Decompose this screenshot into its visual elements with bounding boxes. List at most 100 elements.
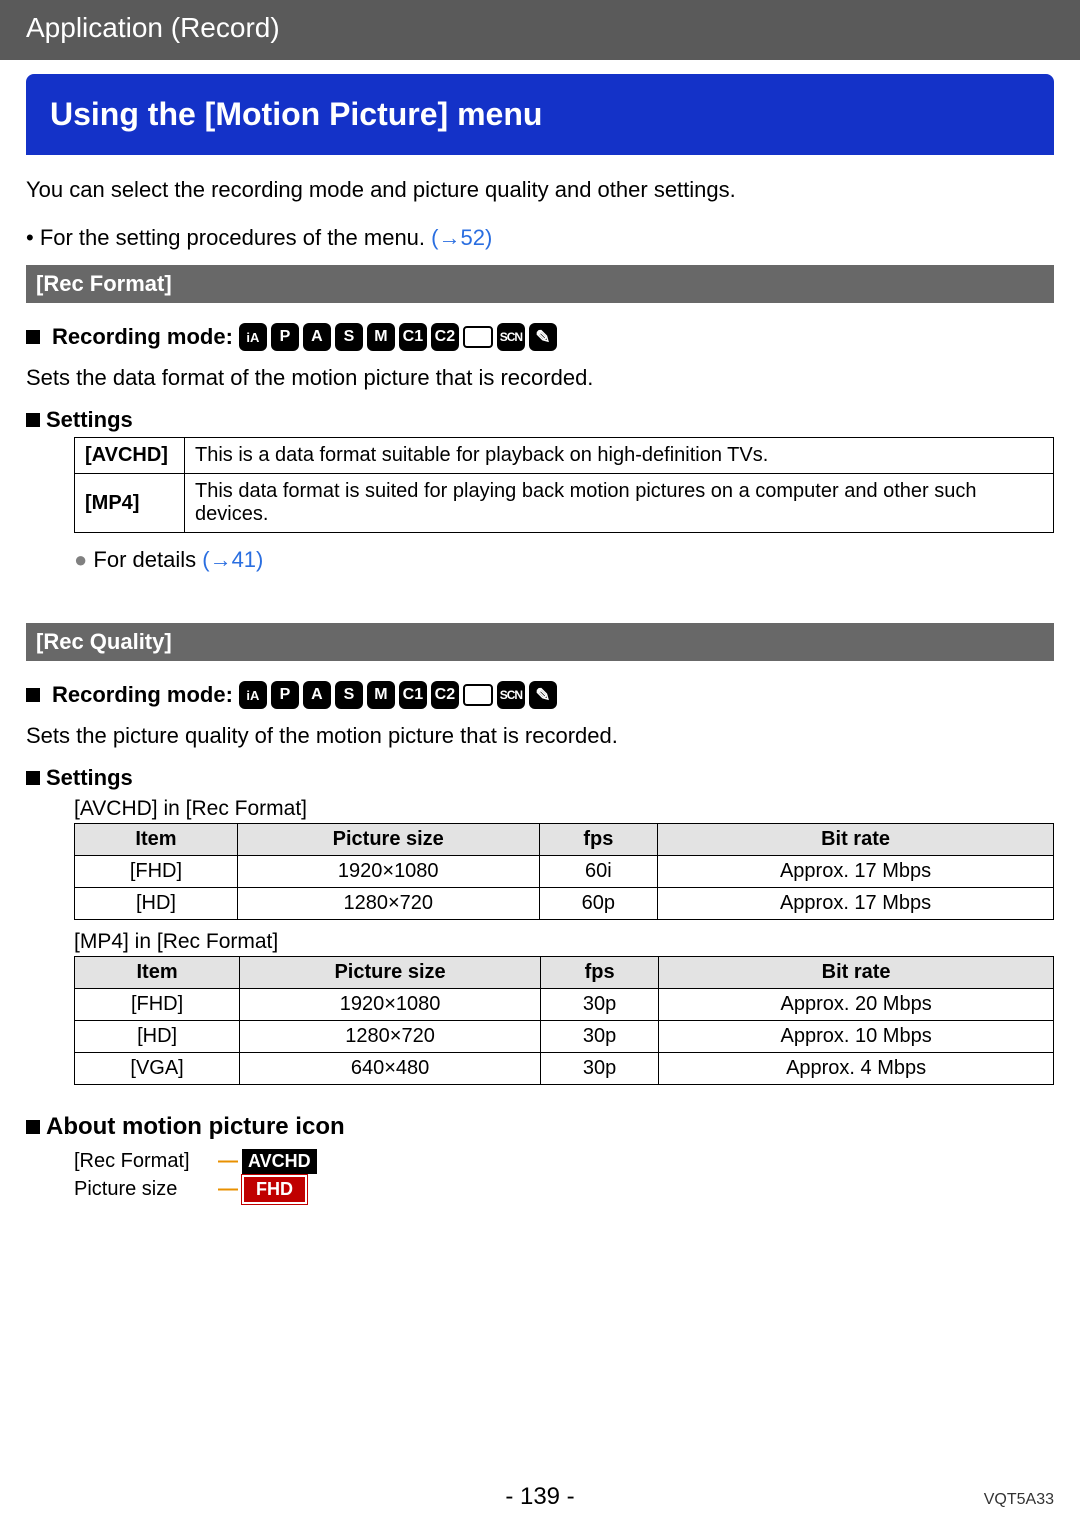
table-row: [MP4] This data format is suited for pla… bbox=[75, 474, 1054, 533]
connector-line-icon: — bbox=[218, 1178, 238, 1201]
mode-icon: iA bbox=[239, 681, 267, 709]
rec-quality-mode-heading: Recording mode: iAPASMC1C2SCN✎ bbox=[26, 681, 1054, 709]
doc-id: VQT5A33 bbox=[954, 1491, 1054, 1509]
mode-icon: C1 bbox=[399, 681, 427, 709]
column-header: Bit rate bbox=[658, 824, 1054, 856]
avchd-caption: [AVCHD] in [Rec Format] bbox=[74, 797, 1054, 821]
table-row: [HD]1280×72060pApprox. 17 Mbps bbox=[75, 888, 1054, 920]
mode-icon: SCN bbox=[497, 323, 525, 351]
table-row: [FHD]1920×108060iApprox. 17 Mbps bbox=[75, 856, 1054, 888]
square-bullet-icon bbox=[26, 771, 40, 785]
settings-word: Settings bbox=[46, 765, 133, 790]
rec-format-mode-heading: Recording mode: iAPASMC1C2SCN✎ bbox=[26, 323, 1054, 351]
table-cell: 30p bbox=[540, 1021, 658, 1053]
mode-icon: C2 bbox=[431, 323, 459, 351]
rec-quality-settings-label: Settings bbox=[26, 765, 1054, 791]
mode-icon: P bbox=[271, 681, 299, 709]
avchd-badge: AVCHD bbox=[242, 1149, 317, 1174]
bullet-dot-icon: ● bbox=[74, 547, 87, 572]
rec-format-diagram-label: [Rec Format] bbox=[74, 1150, 214, 1173]
table-cell: 60i bbox=[539, 856, 658, 888]
mode-icon: iA bbox=[239, 323, 267, 351]
table-cell: [VGA] bbox=[75, 1053, 240, 1085]
mode-icon: C1 bbox=[399, 323, 427, 351]
table-cell: 60p bbox=[539, 888, 658, 920]
mode-icon: M bbox=[367, 323, 395, 351]
cell-val: This data format is suited for playing b… bbox=[185, 474, 1054, 533]
details-link[interactable]: (→41) bbox=[202, 547, 263, 572]
mode-icon: A bbox=[303, 323, 331, 351]
column-header: Bit rate bbox=[659, 957, 1054, 989]
intro-text: You can select the recording mode and pi… bbox=[26, 177, 1054, 203]
table-cell: 1280×720 bbox=[237, 888, 539, 920]
table-cell: Approx. 10 Mbps bbox=[659, 1021, 1054, 1053]
about-heading: About motion picture icon bbox=[26, 1113, 1054, 1141]
table-cell: 640×480 bbox=[240, 1053, 541, 1085]
column-header: Picture size bbox=[237, 824, 539, 856]
square-bullet-icon bbox=[26, 688, 40, 702]
mode-icon bbox=[463, 326, 493, 348]
procedure-link[interactable]: (→52) bbox=[431, 225, 492, 250]
mode-icon: M bbox=[367, 681, 395, 709]
procedure-prefix: • For the setting procedures of the menu… bbox=[26, 225, 431, 250]
rec-format-bar: [Rec Format] bbox=[26, 265, 1054, 303]
table-cell: [HD] bbox=[75, 1021, 240, 1053]
rec-format-settings-label: Settings bbox=[26, 407, 1054, 433]
breadcrumb: Application (Record) bbox=[26, 12, 280, 43]
about-heading-text: About motion picture icon bbox=[46, 1113, 345, 1140]
table-cell: 1280×720 bbox=[240, 1021, 541, 1053]
rec-format-desc: Sets the data format of the motion pictu… bbox=[26, 365, 1054, 391]
square-bullet-icon bbox=[26, 330, 40, 344]
table-cell: Approx. 17 Mbps bbox=[658, 888, 1054, 920]
table-cell: Approx. 4 Mbps bbox=[659, 1053, 1054, 1085]
recording-mode-label: Recording mode: bbox=[52, 682, 233, 708]
icon-diagram: [Rec Format] — AVCHD Picture size — FHD bbox=[74, 1147, 1054, 1203]
column-header: Item bbox=[75, 957, 240, 989]
table-cell: 30p bbox=[540, 1053, 658, 1085]
table-cell: Approx. 17 Mbps bbox=[658, 856, 1054, 888]
header-bar: Application (Record) bbox=[0, 0, 1080, 60]
mp4-table: ItemPicture sizefpsBit rate[FHD]1920×108… bbox=[74, 956, 1054, 1085]
mode-icons-row: iAPASMC1C2SCN✎ bbox=[239, 681, 557, 709]
table-row: [VGA]640×48030pApprox. 4 Mbps bbox=[75, 1053, 1054, 1085]
column-header: Picture size bbox=[240, 957, 541, 989]
mode-icon: S bbox=[335, 681, 363, 709]
mp4-caption: [MP4] in [Rec Format] bbox=[74, 930, 1054, 954]
mode-icon: A bbox=[303, 681, 331, 709]
table-cell: [FHD] bbox=[75, 856, 238, 888]
mode-icon: ✎ bbox=[529, 323, 557, 351]
column-header: Item bbox=[75, 824, 238, 856]
mode-icon: ✎ bbox=[529, 681, 557, 709]
rec-quality-bar: [Rec Quality] bbox=[26, 623, 1054, 661]
square-bullet-icon bbox=[26, 1120, 40, 1134]
page-title: Using the [Motion Picture] menu bbox=[26, 74, 1054, 155]
column-header: fps bbox=[540, 957, 658, 989]
details-prefix: For details bbox=[93, 547, 202, 572]
table-cell: 1920×1080 bbox=[237, 856, 539, 888]
table-cell: [FHD] bbox=[75, 989, 240, 1021]
diagram-row: [Rec Format] — AVCHD bbox=[74, 1147, 1054, 1175]
square-bullet-icon bbox=[26, 413, 40, 427]
cell-key: [MP4] bbox=[75, 474, 185, 533]
mode-icon: C2 bbox=[431, 681, 459, 709]
mode-icons-row: iAPASMC1C2SCN✎ bbox=[239, 323, 557, 351]
cell-key: [AVCHD] bbox=[75, 438, 185, 474]
page-content: Using the [Motion Picture] menu You can … bbox=[0, 74, 1080, 1203]
column-header: fps bbox=[539, 824, 658, 856]
procedure-line: • For the setting procedures of the menu… bbox=[26, 225, 1054, 251]
details-line: ● For details (→41) bbox=[74, 547, 1054, 573]
table-row: [FHD]1920×108030pApprox. 20 Mbps bbox=[75, 989, 1054, 1021]
footer: - 139 - VQT5A33 bbox=[0, 1483, 1080, 1531]
page-number: - 139 - bbox=[126, 1483, 954, 1511]
table-row: [HD]1280×72030pApprox. 10 Mbps bbox=[75, 1021, 1054, 1053]
table-cell: 1920×1080 bbox=[240, 989, 541, 1021]
diagram-row: Picture size — FHD bbox=[74, 1175, 1054, 1203]
settings-word: Settings bbox=[46, 407, 133, 432]
table-cell: 30p bbox=[540, 989, 658, 1021]
avchd-table: ItemPicture sizefpsBit rate[FHD]1920×108… bbox=[74, 823, 1054, 920]
cell-val: This is a data format suitable for playb… bbox=[185, 438, 1054, 474]
rec-format-table: [AVCHD] This is a data format suitable f… bbox=[74, 437, 1054, 533]
mode-icon: S bbox=[335, 323, 363, 351]
table-cell: Approx. 20 Mbps bbox=[659, 989, 1054, 1021]
connector-line-icon: — bbox=[218, 1150, 238, 1173]
